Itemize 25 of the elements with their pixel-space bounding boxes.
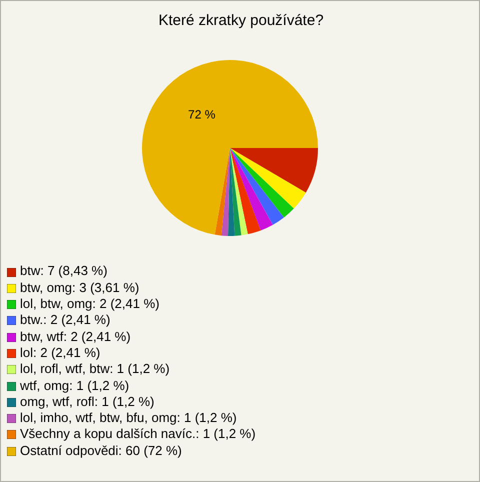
legend-label: btw.: 2 (2,41 %) bbox=[20, 312, 110, 328]
pie-slice bbox=[230, 148, 294, 218]
pie-slice bbox=[230, 148, 242, 236]
pie-slice bbox=[230, 148, 261, 234]
legend-label: omg, wtf, rofl: 1 (1,2 %) bbox=[20, 394, 154, 409]
pie-slice bbox=[230, 148, 273, 230]
legend-label: lol, imho, wtf, btw, bfu, omg: 1 (1,2 %) bbox=[20, 410, 237, 426]
pie-slice bbox=[230, 148, 248, 236]
pie-slice bbox=[230, 148, 306, 209]
legend-label: lol, rofl, wtf, btw: 1 (1,2 %) bbox=[20, 361, 170, 376]
pie-slice bbox=[221, 148, 230, 236]
legend-label: lol: 2 (2,41 %) bbox=[20, 344, 100, 360]
legend-label: Všechny a kopu dalších navíc.: 1 (1,2 %) bbox=[20, 426, 256, 442]
legend-label: btw: 7 (8,43 %) bbox=[20, 263, 108, 278]
legend-label: wtf, omg: 1 (1,2 %) bbox=[20, 378, 130, 393]
pie-slice bbox=[142, 60, 318, 235]
legend-label: lol, btw, omg: 2 (2,41 %) bbox=[20, 296, 160, 312]
pie-slice bbox=[230, 148, 318, 193]
legend-label: btw, wtf: 2 (2,41 %) bbox=[20, 328, 131, 344]
data-label: 72 % bbox=[188, 107, 216, 122]
pie-slice bbox=[214, 148, 230, 236]
legend-label: btw, omg: 3 (3,61 %) bbox=[20, 280, 140, 295]
chart-title: Které zkratky používáte? bbox=[157, 12, 325, 29]
pie-slice bbox=[230, 148, 284, 225]
legend-label: Ostatní odpovědi: 60 (72 %) bbox=[20, 442, 182, 458]
